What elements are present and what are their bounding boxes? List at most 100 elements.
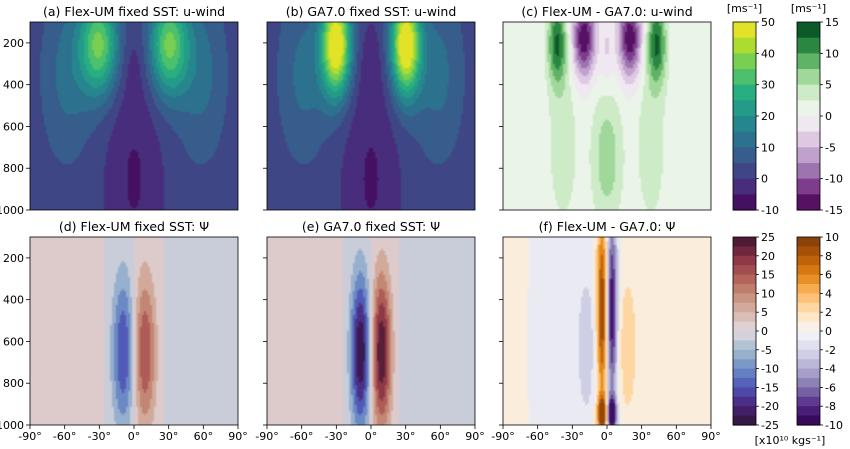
colorbar-segment [733,378,756,388]
colorbar-segment [733,100,756,117]
colorbar-tick-label: 20 [761,110,775,123]
axes-frame [266,21,476,211]
y-tick-label: 600 [3,120,24,133]
x-tick-label: 30° [632,430,652,443]
colorbar-tick-label: 25 [761,231,775,244]
colorbar-segment [733,237,756,247]
colorbar-tick-label: -10 [761,204,779,217]
colorbar-tick-label: 10 [761,287,775,300]
colorbar-tick-label: 15 [825,16,839,29]
colorbar-tick-label: 2 [825,306,832,319]
colorbar-segment [733,69,756,86]
y-tick-label: 800 [3,377,24,390]
colorbar-segment [797,406,820,417]
colorbar-segment [797,349,820,360]
colorbar-segment [733,368,756,379]
x-tick-label: 60° [194,430,214,443]
colorbar-segment [733,246,756,257]
colorbar-segment [733,302,756,313]
x-tick-label: 0° [365,430,378,443]
colorbar-tick-label: -15 [761,381,779,394]
colorbar-segment [733,293,756,304]
colorbar-segment [733,387,756,398]
colorbar-segment [797,340,820,351]
contour-field-c [503,22,711,210]
colorbar-dpsi: 10 8 6 4 2 0 -2 -4 -6 -8 -10 [796,231,843,432]
colorbar-segment [733,37,756,54]
y-tick-label: 400 [3,79,24,92]
colorbar-tick-label: -20 [761,400,779,413]
colorbar-segment [797,312,820,323]
colorbar-tick-label: 4 [825,287,832,300]
panel-title: (a) Flex-UM fixed SST: u-wind [43,4,225,19]
colorbar-tick-label: -4 [825,363,836,376]
contour-field-f [503,237,711,425]
colorbar-tick-label: -6 [825,381,836,394]
colorbar-segment [797,163,820,180]
colorbar-tick-label: 0 [761,325,768,338]
y-tick-label: 200 [3,252,24,265]
panel-title: (f) Flex-UM - GA7.0: Ψ [539,219,676,234]
contour-field-e [267,237,475,425]
colorbar-segment [733,284,756,294]
colorbar-tick-label: -10 [825,173,843,186]
colorbar-segment [797,69,820,86]
colorbar-tick-label: 0 [761,173,768,186]
y-tick-label: 400 [3,294,24,307]
panel-title: (d) Flex-UM fixed SST: Ψ [59,219,209,234]
colorbar-segment [797,100,820,117]
panel-title: (c) Flex-UM - GA7.0: u-wind [521,4,692,19]
colorbar-segment [797,53,820,70]
colorbar-segment [733,359,756,370]
colorbar-tick-label: -2 [825,344,836,357]
y-tick-label: 800 [3,162,24,175]
colorbar-segment [797,396,820,407]
colorbar-segment [797,84,820,101]
x-tick-label: -90° [255,430,278,443]
contour-field-a [30,22,238,210]
colorbar-segment [733,265,756,276]
contour-field-d [30,237,238,425]
colorbar-segment [797,284,820,294]
x-tick-label: 30° [396,430,416,443]
colorbar-segment [797,368,820,379]
colorbar-segment [733,53,756,70]
colorbar-tick-label: 5 [761,306,768,319]
colorbar-tick-label: 40 [761,47,775,60]
panel-f: (f) Flex-UM - GA7.0: Ψ -90° -60° -30° 0° 30° 6… [491,219,720,443]
x-tick-label: 60° [431,430,451,443]
colorbar-tick-label: 0 [825,325,832,338]
x-tick-label: 90° [701,430,721,443]
panel-b: (b) GA7.0 fixed SST: u-wind [263,4,476,211]
colorbar-segment [733,349,756,360]
colorbar-segment [733,406,756,417]
colorbar-unit: [ms⁻¹] [791,2,826,15]
colorbar-tick-label: 30 [761,79,775,92]
colorbar-segment [733,131,756,148]
y-tick-label: 1000 [0,419,24,432]
x-tick-label: 0° [128,430,141,443]
colorbar-segment [797,274,820,285]
colorbar-u: 50 40 30 20 10 0 -10 [ms⁻¹] [727,2,779,217]
colorbar-segment [797,302,820,313]
colorbar-segment [797,131,820,148]
colorbar-segment [733,312,756,323]
colorbar-tick-label: -5 [761,344,772,357]
x-tick-label: 90° [228,430,248,443]
x-tick-label: -90° [18,430,41,443]
panel-title: (e) GA7.0 fixed SST: Ψ [302,219,440,234]
axes-frame [29,21,239,211]
colorbar-segment [733,163,756,180]
colorbar-tick-label: 50 [761,16,775,29]
colorbar-tick-label: -5 [825,141,836,154]
colorbar-tick-label: -10 [761,363,779,376]
colorbar-segment [733,321,756,332]
colorbar-tick-label: -25 [761,419,779,432]
y-tick-label: 1000 [0,204,24,217]
psi-unit-label: [x10¹⁰ kgs⁻¹] [755,434,826,447]
colorbar-segment [733,274,756,285]
colorbar-segment [797,293,820,304]
axes-frame [502,21,712,211]
x-tick-label: -60° [290,430,313,443]
contour-field-b [267,22,475,210]
